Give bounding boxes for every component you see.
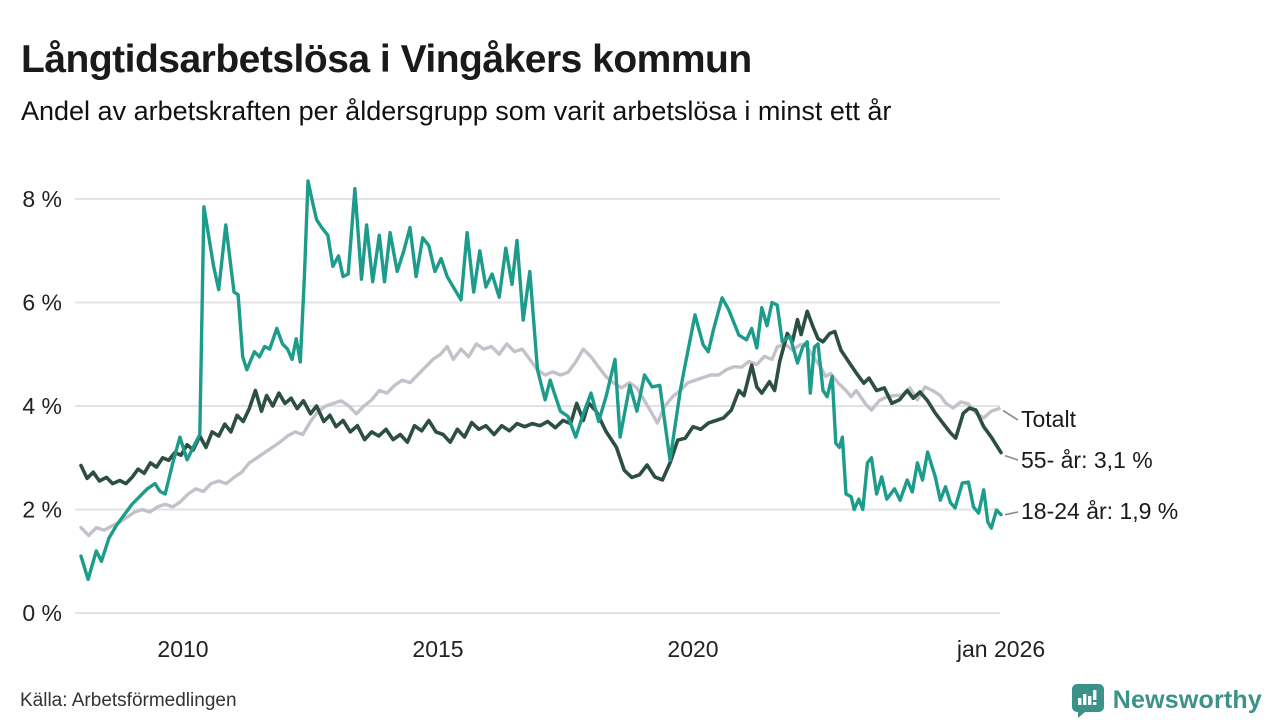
label-leader-line xyxy=(1002,409,1019,421)
y-tick-label: 4 % xyxy=(22,393,62,419)
source-note: Källa: Arbetsförmedlingen xyxy=(20,690,237,711)
series-end-label-totalt: Totalt xyxy=(1021,406,1076,432)
series-line-0 xyxy=(79,342,1001,538)
label-leader-line xyxy=(1004,511,1019,516)
newsworthy-bubble-icon xyxy=(1071,684,1104,718)
y-tick-label: 8 % xyxy=(22,186,62,212)
series-line-1 xyxy=(79,309,1003,486)
x-tick-label: jan 2026 xyxy=(956,636,1045,662)
page-subtitle: Andel av arbetskraften per åldersgrupp s… xyxy=(21,96,892,126)
y-tick-label: 0 % xyxy=(22,600,62,626)
label-leader-line xyxy=(1004,454,1019,461)
page-title: Långtidsarbetslösa i Vingåkers kommun xyxy=(21,38,752,82)
y-tick-label: 2 % xyxy=(22,497,62,523)
newsworthy-wordmark: Newsworthy xyxy=(1112,685,1262,714)
newsworthy-logo: Newsworthy xyxy=(1071,682,1262,718)
x-tick-label: 2020 xyxy=(667,636,718,662)
y-tick-label: 6 % xyxy=(22,290,62,316)
x-tick-label: 2015 xyxy=(412,636,463,662)
series-end-label-18-24: 18-24 år: 1,9 % xyxy=(1021,498,1179,524)
x-tick-label: 2010 xyxy=(157,636,208,662)
series-end-label-55: 55- år: 3,1 % xyxy=(1021,447,1153,473)
series-line-2 xyxy=(79,179,1003,582)
